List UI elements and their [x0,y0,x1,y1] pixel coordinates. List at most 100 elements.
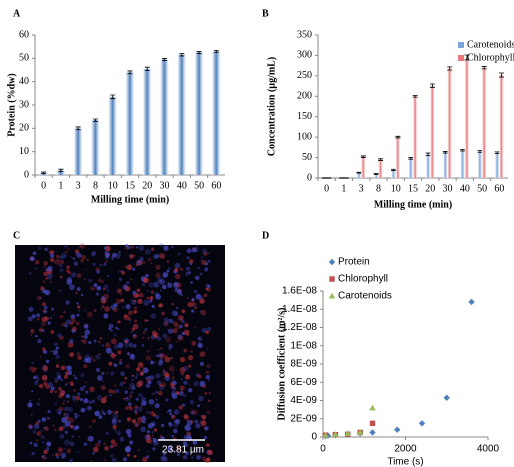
image-speck [168,346,172,351]
image-speck [155,398,158,401]
image-speck [196,244,199,247]
image-speck [107,275,109,278]
image-speck [45,277,48,280]
image-speck [117,342,124,349]
image-speck [200,256,203,259]
image-speck [76,273,82,279]
bar [495,152,500,178]
bar [374,173,379,178]
image-speck [123,381,126,384]
image-speck [47,321,51,325]
image-speck [54,380,58,383]
image-speck [158,360,164,366]
image-speck [130,278,133,281]
image-speck [66,319,72,325]
image-speck [69,284,75,291]
error-bar [499,72,505,78]
error-bar [464,54,470,61]
image-speck [155,293,162,300]
image-speck [150,345,153,347]
error-bar [477,150,483,153]
image-speck [33,367,37,371]
image-speck [201,260,207,266]
image-speck [138,392,143,398]
image-speck [111,389,116,394]
image-speck [160,455,167,462]
image-speck [111,419,118,426]
image-speck [180,372,185,376]
x-tick-label: 1 [341,183,346,194]
image-speck [184,323,189,328]
x-tick-label: 40 [177,180,187,191]
image-speck [171,393,178,400]
panel-label: B [262,8,269,19]
image-speck [54,452,59,457]
image-speck [99,264,102,266]
image-speck [59,314,64,319]
point [418,420,426,427]
image-speck [122,306,124,309]
image-speck [158,362,162,367]
y-tick-label: 6E-09 [290,377,317,388]
image-speck [103,442,107,446]
image-speck [124,406,129,410]
error-bar [144,66,150,71]
error-bar [41,171,47,174]
image-speck [47,382,54,388]
y-tick-label: 50 [19,53,29,64]
image-speck [172,449,175,452]
image-speck [205,376,208,379]
image-speck [29,400,32,402]
image-speck [134,411,138,415]
image-speck [67,271,71,275]
image-speck [171,302,174,306]
image-speck [59,255,63,260]
image-speck [89,286,95,291]
x-axis-label: Milling time (min) [374,199,452,210]
image-speck [159,243,164,247]
image-speck [101,371,105,376]
image-speck [74,416,78,419]
image-speck [77,451,80,454]
image-speck [43,271,48,276]
image-speck [155,354,159,358]
image-speck [153,333,156,337]
image-speck [165,319,169,322]
image-speck [105,342,111,348]
image-speck [41,441,45,444]
y-tick-label: 8E-09 [290,359,317,370]
image-speck [81,339,84,342]
image-speck [159,347,163,350]
image-speck [117,420,120,422]
image-speck [192,247,196,251]
image-speck [97,340,101,344]
image-speck [203,293,208,298]
image-speck [102,344,104,347]
image-speck [160,381,166,388]
x-tick-label: 3 [76,180,81,191]
image-speck [180,390,184,393]
image-speck [78,309,81,312]
image-speck [111,457,117,463]
image-speck [205,443,210,447]
image-speck [111,258,114,261]
image-speck [70,272,77,278]
image-speck [137,406,143,412]
image-speck [53,342,59,347]
image-speck [83,309,87,312]
image-speck [80,407,86,413]
image-speck [72,257,75,260]
image-speck [75,395,81,401]
image-speck [102,293,109,300]
y-tick-label: 30 [19,99,29,110]
image-speck [179,267,183,271]
image-speck [155,253,161,259]
image-speck [152,392,155,395]
image-speck [205,287,209,291]
image-speck [118,270,120,273]
image-speck [199,351,206,358]
image-speck [154,361,157,363]
image-speck [176,391,180,395]
image-speck [73,389,76,392]
image-speck [72,399,76,403]
